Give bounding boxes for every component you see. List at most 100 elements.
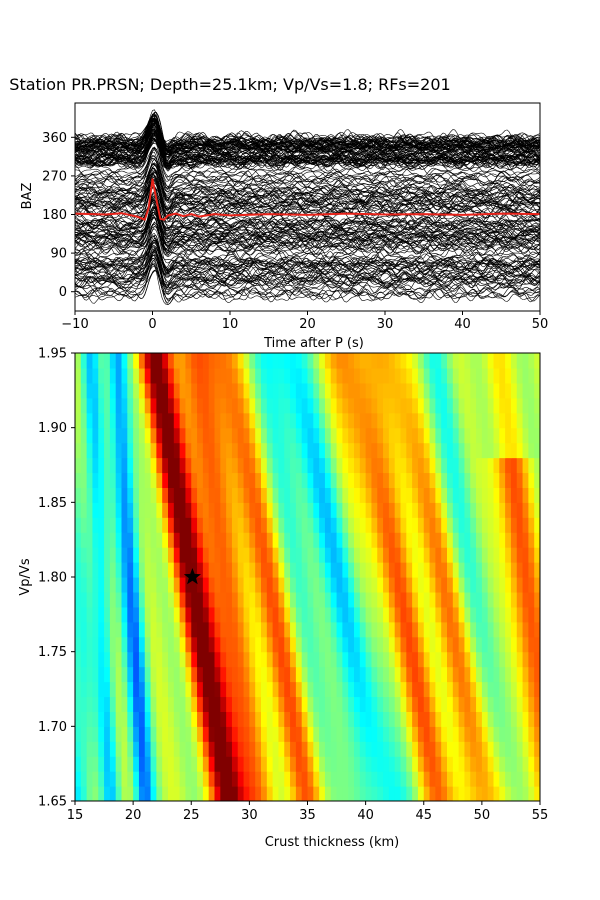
heatmap-cell — [272, 487, 280, 503]
heatmap-cell — [470, 651, 477, 668]
heatmap-cell — [156, 487, 163, 503]
heatmap-cell — [406, 517, 413, 533]
heatmap-cell — [266, 427, 274, 444]
heatmap-cell — [231, 382, 239, 399]
heatmap-cell — [481, 756, 489, 772]
heatmap-cell — [307, 457, 314, 474]
heatmap-cell — [231, 786, 239, 801]
heatmap-cell — [295, 532, 303, 548]
heatmap-cell — [109, 636, 117, 653]
heatmap-cell — [458, 696, 466, 712]
heatmap-cell — [348, 353, 355, 369]
heatmap-cell — [133, 487, 140, 503]
heatmap-cell — [92, 382, 99, 399]
heatmap-cell — [115, 696, 123, 712]
heatmap-cell — [104, 741, 111, 757]
heatmap-cell — [173, 771, 181, 787]
heatmap-cell — [278, 726, 285, 742]
heatmap-cell — [499, 367, 506, 384]
heatmap-cell — [452, 547, 460, 563]
heatmap-cell — [144, 397, 152, 414]
heatmap-cell — [388, 786, 396, 801]
heatmap-cell — [400, 606, 407, 623]
heatmap-cell — [115, 472, 123, 488]
heatmap-cell — [272, 353, 280, 369]
heatmap-cell — [406, 711, 413, 727]
heatmap-cell — [272, 472, 280, 488]
heatmap-cell — [272, 771, 280, 787]
heatmap-cell — [307, 681, 314, 698]
heatmap-cell — [191, 487, 198, 503]
heatmap-cell — [156, 412, 163, 429]
heatmap-cell — [412, 666, 419, 683]
heatmap-cell — [156, 382, 163, 399]
heatmap-cell — [458, 472, 466, 488]
heatmap-cell — [261, 412, 268, 429]
heatmap-cell — [185, 726, 192, 742]
heatmap-cell — [197, 651, 204, 668]
heatmap-cell — [255, 412, 262, 429]
heatmap-cell — [185, 412, 192, 429]
heatmap-cell — [214, 711, 221, 727]
heatmap-cell — [231, 591, 239, 608]
heatmap-cell — [261, 681, 268, 698]
heatmap-cell — [168, 487, 175, 503]
heatmap-cell — [522, 502, 529, 518]
heatmap-cell — [231, 457, 239, 474]
rf-trace — [75, 167, 540, 197]
heatmap-cell — [464, 666, 471, 683]
heatmap-cell — [290, 353, 297, 369]
heatmap-cell — [185, 547, 192, 563]
heatmap-cell — [324, 427, 332, 444]
heatmap-cell — [365, 487, 373, 503]
heatmap-cell — [412, 397, 419, 414]
heatmap-cell — [168, 666, 175, 683]
heatmap-cell — [522, 457, 529, 474]
heatmap-cell — [423, 532, 431, 548]
heatmap-cell — [324, 577, 332, 593]
heatmap-cell — [104, 562, 111, 578]
heatmap-cell — [179, 442, 187, 459]
heatmap-cell — [162, 636, 169, 653]
heatmap-cell — [179, 711, 187, 727]
heatmap-cell — [284, 382, 291, 399]
heatmap-cell — [313, 756, 320, 772]
heatmap-cell — [336, 353, 343, 369]
heatmap-cell — [243, 517, 250, 533]
heatmap-cell — [295, 577, 303, 593]
heatmap-cell — [133, 517, 140, 533]
heatmap-cell — [493, 696, 500, 712]
heatmap-cell — [80, 696, 88, 712]
heatmap-cell — [138, 651, 146, 668]
heatmap-cell — [516, 472, 524, 488]
heatmap-cell — [284, 562, 291, 578]
heatmap-cell — [348, 412, 355, 429]
heatmap-cell — [388, 487, 396, 503]
heatmap-cell — [476, 621, 483, 638]
heatmap-cell — [313, 502, 320, 518]
heatmap-cell — [406, 427, 413, 444]
heatmap-cell — [104, 472, 111, 488]
heatmap-cell — [313, 547, 320, 563]
heatmap-cell — [86, 711, 94, 727]
heatmap-cell — [80, 442, 88, 459]
heatmap-cell — [447, 502, 454, 518]
heatmap-cell — [144, 517, 152, 533]
heatmap-cell — [400, 786, 407, 801]
heatmap-cell — [348, 711, 355, 727]
heatmap-cell — [220, 771, 227, 787]
heatmap-cell — [173, 532, 181, 548]
heatmap-cell — [220, 756, 227, 772]
heatmap-cell — [290, 577, 297, 593]
heatmap-cell — [406, 353, 413, 369]
heatmap-cell — [383, 711, 390, 727]
heatmap-cell — [121, 786, 128, 801]
heatmap-cell — [156, 591, 163, 608]
heatmap-cell — [121, 577, 128, 593]
heatmap-cell — [115, 636, 123, 653]
heatmap-cell — [522, 666, 529, 683]
heatmap-cell — [388, 771, 396, 787]
heatmap-cell — [75, 577, 82, 593]
heatmap-cell — [150, 771, 157, 787]
heatmap-cell — [487, 353, 495, 369]
